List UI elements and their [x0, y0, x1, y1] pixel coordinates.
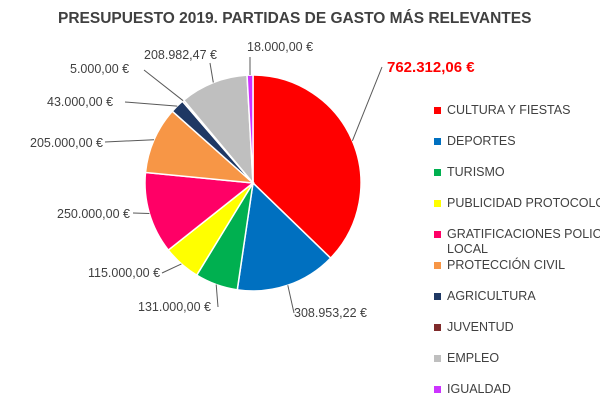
legend-swatch — [434, 138, 441, 145]
data-labels: 762.312,06 € 308.953,22 € 131.000,00 € 115.… — [30, 40, 475, 320]
legend-swatch — [434, 355, 441, 362]
legend-swatch — [434, 200, 441, 207]
legend-label: PROTECCIÓN CIVIL — [447, 257, 565, 272]
slice-igualdad — [246, 74, 254, 184]
legend-swatch — [434, 107, 441, 114]
legend-swatch — [434, 293, 441, 300]
leader-publicidad-protocolo — [161, 263, 182, 274]
legend-item-turismo: TURISMO — [434, 165, 505, 179]
legend-label: IGUALDAD — [447, 382, 511, 396]
data-label-empleo: 208.982,47 € — [144, 48, 217, 62]
legend-label: CULTURA Y FIESTAS — [447, 103, 570, 117]
legend-swatch — [434, 262, 441, 269]
legend-label: JUVENTUD — [447, 320, 514, 334]
legend-label: PUBLICIDAD PROTOCOLO — [447, 196, 600, 210]
leader-lines — [104, 57, 383, 314]
legend-item-gratificaciones-policia-local: GRATIFICACIONES POLICIA LOCAL — [434, 227, 600, 256]
data-label-juventud: 5.000,00 € — [70, 62, 129, 76]
leader-agricultura — [124, 101, 178, 107]
leader-gratificaciones-policia-local — [132, 212, 150, 214]
legend-item-cultura-y-fiestas: CULTURA Y FIESTAS — [434, 103, 570, 117]
leader-turismo — [215, 284, 219, 308]
leader-empleo — [209, 62, 214, 83]
data-label-turismo: 131.000,00 € — [138, 300, 211, 314]
data-label-proteccion-civil: 205.000,00 € — [30, 136, 103, 150]
data-label-agricultura: 43.000,00 € — [47, 95, 113, 109]
leader-juventud — [143, 69, 184, 102]
legend-label: AGRICULTURA — [447, 289, 536, 303]
legend-item-empleo: EMPLEO — [434, 351, 499, 365]
legend-label: DEPORTES — [447, 134, 516, 148]
slice-cultura-y-fiestas — [252, 74, 362, 260]
legend-swatch — [434, 169, 441, 176]
legend-item-proteccion-civil: PROTECCIÓN CIVIL — [434, 257, 565, 272]
legend: CULTURA Y FIESTAS DEPORTES TURISMO PUBLICID… — [434, 103, 600, 396]
legend-swatch — [434, 386, 441, 393]
data-label-cultura-y-fiestas: 762.312,06 € — [387, 59, 475, 76]
leader-cultura-y-fiestas — [351, 66, 383, 141]
data-label-igualdad: 18.000,00 € — [247, 40, 313, 54]
legend-item-igualdad: IGUALDAD — [434, 382, 511, 396]
legend-item-publicidad-protocolo: PUBLICIDAD PROTOCOLO — [434, 196, 600, 210]
pie-slices — [144, 74, 362, 292]
legend-item-juventud: JUVENTUD — [434, 320, 514, 334]
legend-label: TURISMO — [447, 165, 505, 179]
legend-swatch — [434, 324, 441, 331]
chart-title: PRESUPUESTO 2019. PARTIDAS DE GASTO MÁS … — [58, 10, 531, 27]
leader-proteccion-civil — [104, 139, 155, 143]
data-label-publicidad-protocolo: 115.000,00 € — [88, 266, 160, 280]
data-label-gratificaciones-policia-local: 250.000,00 € — [57, 207, 130, 221]
data-label-deportes: 308.953,22 € — [294, 306, 367, 320]
legend-item-agricultura: AGRICULTURA — [434, 289, 536, 303]
legend-swatch — [434, 231, 441, 238]
leader-deportes — [287, 285, 295, 314]
legend-label: GRATIFICACIONES POLICIA LOCAL — [447, 227, 600, 256]
legend-label: EMPLEO — [447, 351, 499, 365]
legend-item-deportes: DEPORTES — [434, 134, 516, 148]
